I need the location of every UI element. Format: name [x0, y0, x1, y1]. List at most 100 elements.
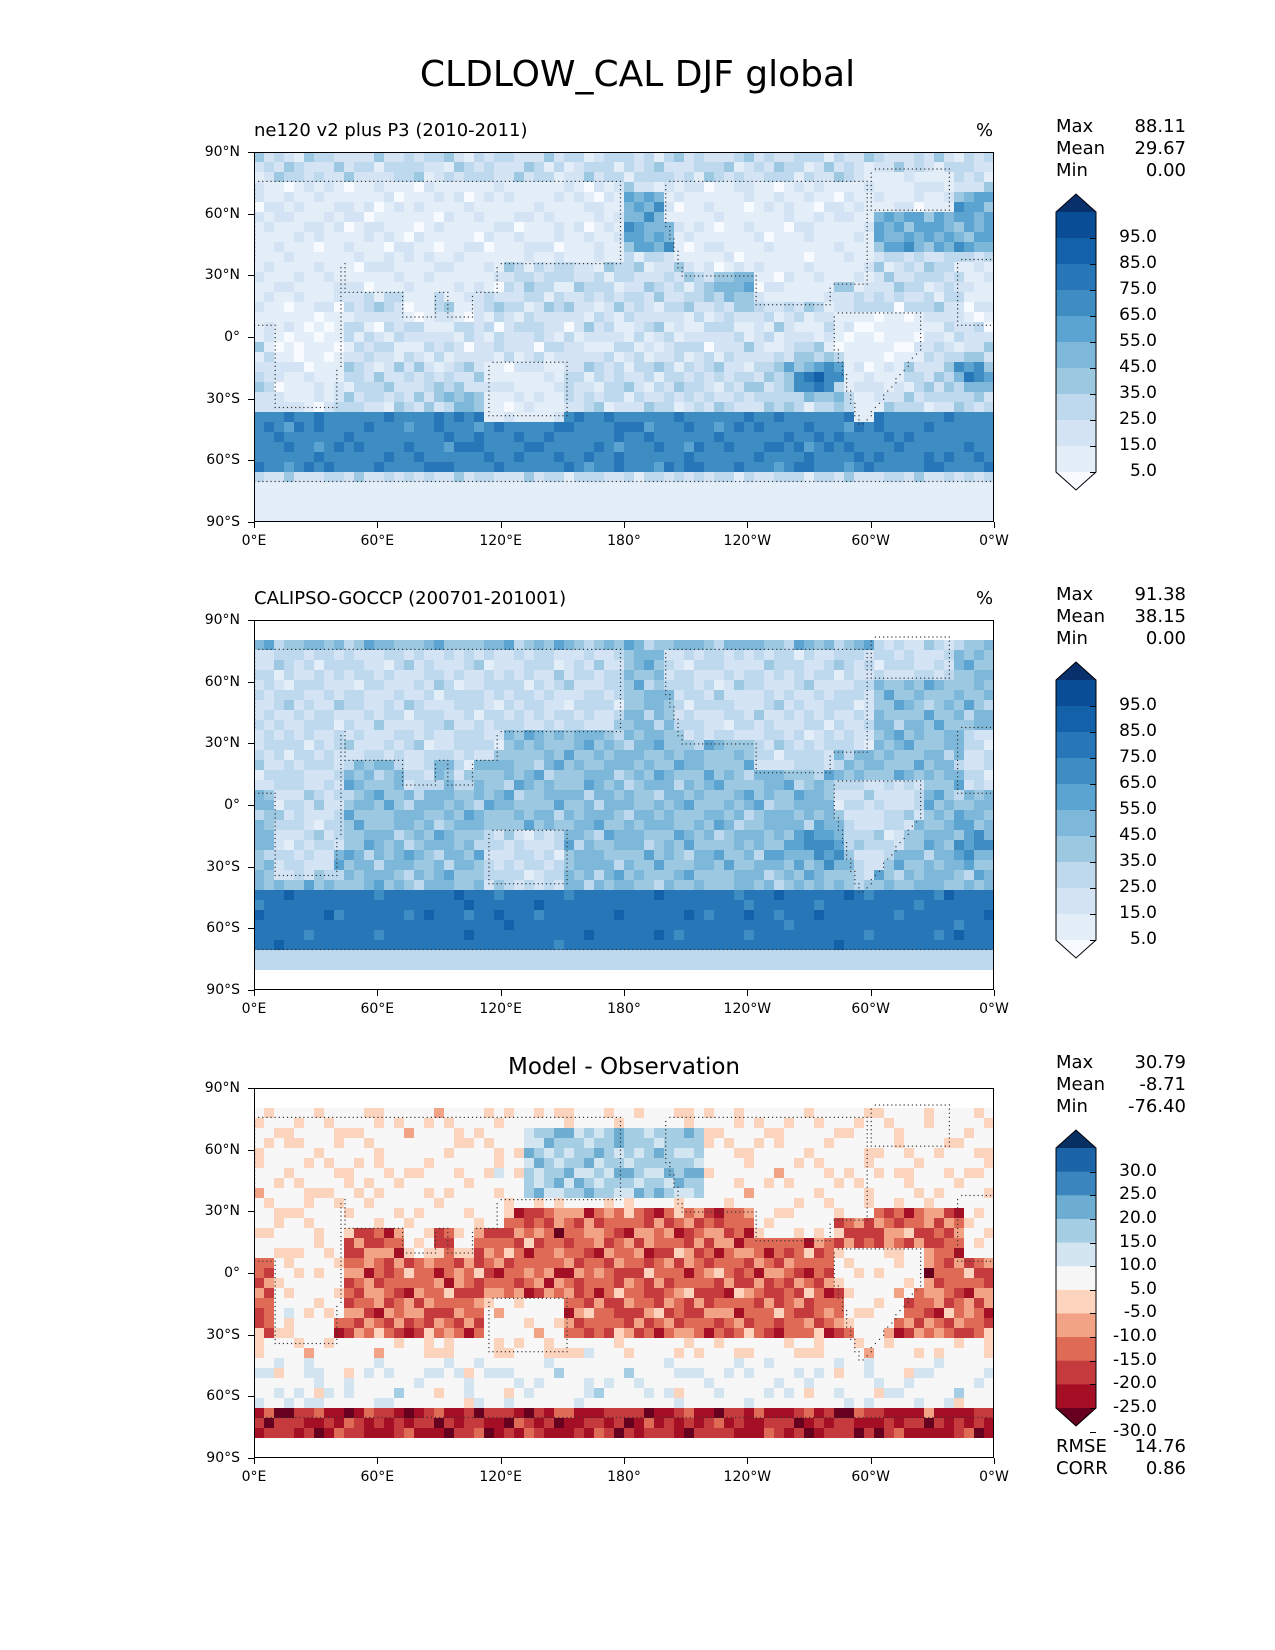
map-cell: [904, 790, 915, 801]
map-cell: [864, 232, 875, 243]
map-cell: [794, 252, 805, 263]
map-cell: [474, 262, 485, 273]
map-cell: [704, 630, 715, 641]
coastline-segment: [854, 180, 856, 182]
coastline-segment: [373, 291, 375, 293]
map-cell: [374, 492, 385, 503]
map-cell: [454, 152, 465, 163]
map-cell: [354, 442, 365, 453]
map-cell: [574, 402, 585, 413]
map-cell: [664, 462, 675, 473]
map-cell: [884, 312, 895, 323]
map-cell: [344, 432, 355, 443]
map-cell: [304, 402, 315, 413]
map-cell: [844, 452, 855, 463]
map-cell: [634, 252, 645, 263]
map-cell: [334, 750, 345, 761]
map-cell: [344, 740, 355, 751]
map-cell: [354, 630, 365, 641]
map-cell: [714, 272, 725, 283]
map-cell: [524, 372, 535, 383]
map-cell: [914, 342, 925, 353]
map-cell: [324, 332, 335, 343]
map-cell: [914, 780, 925, 791]
coastline-segment: [870, 184, 872, 187]
map-cell: [494, 422, 505, 433]
map-cell: [754, 322, 765, 333]
map-cell: [824, 192, 835, 203]
map-cell: [284, 740, 295, 751]
map-cell: [784, 212, 795, 223]
map-cell: [264, 640, 275, 651]
map-cell: [434, 790, 445, 801]
map-cell: [514, 452, 525, 463]
map-cell: [864, 412, 875, 423]
map-cell: [354, 512, 365, 522]
colorbar-tick-label: 45.0: [1119, 357, 1157, 377]
map-cell: [894, 322, 905, 333]
map-cell: [654, 312, 665, 323]
map-cell: [884, 372, 895, 383]
coastline-segment: [323, 406, 326, 409]
coastline-segment: [258, 324, 260, 326]
map-cell: [954, 790, 965, 801]
map-cell: [444, 482, 455, 493]
map-cell: [974, 472, 985, 483]
coastline-segment: [426, 480, 428, 483]
coastline-segment: [574, 263, 576, 265]
map-cell: [574, 670, 585, 681]
coastline-segment: [550, 361, 552, 363]
map-cell: [574, 492, 585, 503]
coastline-segment: [615, 180, 617, 182]
map-cell: [474, 720, 485, 731]
map-cell: [654, 710, 665, 721]
map-cell: [534, 650, 545, 661]
map-cell: [444, 502, 455, 513]
coastline-segment: [899, 374, 901, 376]
map-cell: [814, 760, 825, 771]
map-cell: [754, 710, 765, 721]
coastline-segment: [562, 361, 564, 363]
map-cell: [974, 172, 985, 183]
map-cell: [494, 730, 505, 741]
map-cell: [424, 352, 435, 363]
map-cell: [764, 750, 775, 761]
map-cell: [294, 630, 305, 641]
map-cell: [754, 372, 765, 383]
map-cell: [254, 620, 265, 631]
map-cell: [644, 382, 655, 393]
map-cell: [844, 780, 855, 791]
map-cell: [434, 730, 445, 741]
map-cell: [464, 382, 475, 393]
coastline-segment: [566, 390, 568, 392]
map-cell: [514, 422, 525, 433]
map-cell: [634, 640, 645, 651]
map-cell: [314, 710, 325, 721]
map-cell: [894, 630, 905, 641]
map-cell: [504, 432, 515, 443]
map-cell: [544, 182, 555, 193]
coastline-segment: [340, 357, 342, 359]
map-cell: [914, 502, 925, 513]
map-cell: [704, 512, 715, 522]
map-cell: [884, 182, 895, 193]
map-cell: [884, 700, 895, 711]
map-cell: [884, 342, 895, 353]
map-cell: [544, 272, 555, 283]
map-cell: [444, 302, 455, 313]
map-cell: [674, 690, 685, 701]
coastline-segment: [796, 180, 798, 182]
map-cell: [634, 362, 645, 373]
map-cell: [884, 512, 895, 522]
map-cell: [714, 172, 725, 183]
map-cell: [384, 312, 395, 323]
map-cell: [814, 730, 825, 741]
map-cell: [864, 312, 875, 323]
coastline-segment: [369, 291, 371, 293]
map-cell: [704, 760, 715, 771]
map-cell: [274, 790, 285, 801]
map-cell: [454, 790, 465, 801]
map-cell: [464, 402, 475, 413]
map-cell: [314, 252, 325, 263]
coastline-segment: [891, 386, 893, 388]
